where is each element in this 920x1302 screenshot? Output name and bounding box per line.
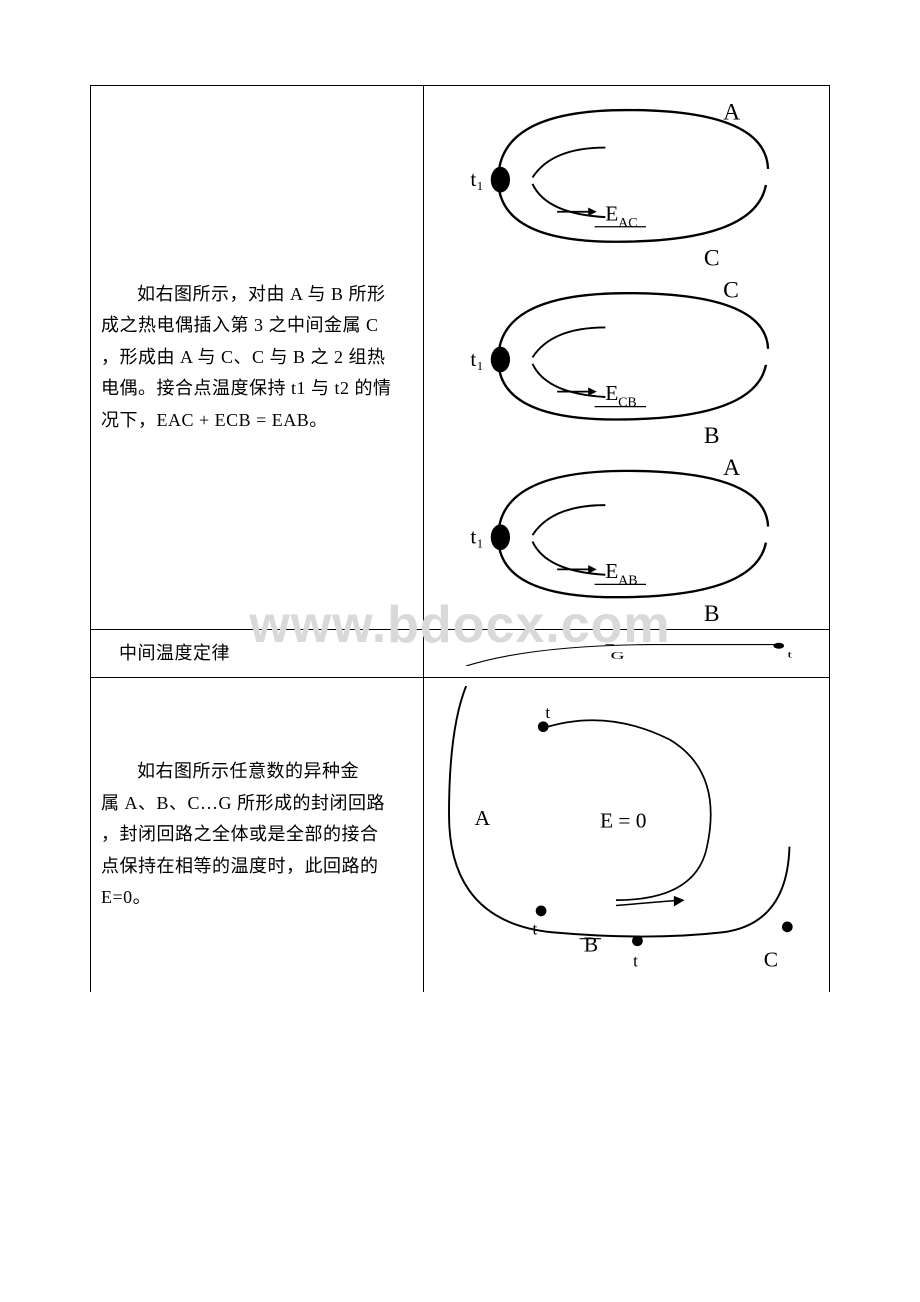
- main-table: 如右图所示，对由 A 与 B 所形 成之热电偶插入第 3 之中间金属 C ，形成…: [90, 85, 830, 992]
- emf-sub-2: CB: [618, 396, 637, 411]
- t-inner-top: t: [545, 703, 550, 722]
- row3-line5: E=0。: [101, 882, 413, 914]
- row2-title-text: 中间温度定律: [119, 643, 230, 663]
- node-a-label: A: [474, 806, 490, 830]
- t1-label-3: t₁: [470, 525, 483, 549]
- thermocouple-diagrams: E AC t₁ A C E: [434, 94, 819, 621]
- emf-sub-1: AC: [618, 216, 637, 231]
- row1-line3: ，形成由 A 与 C、C 与 B 之 2 组热: [101, 342, 413, 374]
- row-closed-loop: 如右图所示任意数的异种金 属 A、B、C…G 所形成的封闭回路 ，封闭回路之全体…: [91, 678, 830, 992]
- emf-sub-3: AB: [618, 573, 637, 588]
- row1-line2: 成之热电偶插入第 3 之中间金属 C: [101, 310, 413, 342]
- row1-line5: 况下，EAC + ECB = EAB。: [101, 405, 413, 437]
- row-title: 中间温度定律 G t: [91, 629, 830, 678]
- row3-line3: ，封闭回路之全体或是全部的接合: [101, 819, 413, 851]
- row3-line4: 点保持在相等的温度时，此回路的: [101, 851, 413, 883]
- top-label-3: A: [723, 455, 740, 481]
- row2-title-right: G t: [423, 629, 829, 678]
- t1-label-2: t₁: [470, 347, 483, 371]
- page: www.bdocx.com 如右图所示，对由 A 与 B 所形 成之热电偶插入第…: [0, 0, 920, 992]
- row3-line2: 属 A、B、C…G 所形成的封闭回路: [101, 788, 413, 820]
- emf-label-3: E: [605, 559, 618, 583]
- bot-label-2: B: [703, 423, 719, 449]
- t-bottom: t: [633, 952, 638, 971]
- row-intermediate-metal: 如右图所示，对由 A 与 B 所形 成之热电偶插入第 3 之中间金属 C ，形成…: [91, 86, 830, 630]
- row3-line1: 如右图所示任意数的异种金: [101, 756, 413, 788]
- row3-text-cell: 如右图所示任意数的异种金 属 A、B、C…G 所形成的封闭回路 ，封闭回路之全体…: [91, 678, 424, 992]
- bot-label-3: B: [703, 601, 719, 621]
- top-label-2: C: [723, 277, 739, 303]
- closed-loop-diagram: t t t A B C E = 0: [434, 686, 819, 984]
- emf-label-1: E: [605, 201, 618, 225]
- row2-svg: G t: [434, 641, 819, 666]
- node-b-label: B: [583, 933, 597, 957]
- top-label-1: A: [723, 100, 740, 126]
- t1-label-1: t₁: [470, 167, 483, 191]
- node-c-label: C: [763, 948, 777, 972]
- row1-text-cell: 如右图所示，对由 A 与 B 所形 成之热电偶插入第 3 之中间金属 C ，形成…: [91, 86, 424, 630]
- row2-title-left: 中间温度定律: [91, 629, 424, 678]
- center-e0: E = 0: [600, 809, 647, 833]
- node-g-label: G: [610, 650, 624, 662]
- row1-diagram-cell: E AC t₁ A C E: [423, 86, 829, 630]
- t-inner-bl: t: [532, 920, 537, 939]
- bot-label-1: C: [703, 245, 719, 271]
- emf-label-2: E: [605, 381, 618, 405]
- row1-line1: 如右图所示，对由 A 与 B 所形: [101, 279, 413, 311]
- row1-line4: 电偶。接合点温度保持 t1 与 t2 的情: [101, 373, 413, 405]
- row3-diagram-cell: t t t A B C E = 0: [423, 678, 829, 992]
- t-top-right: t: [787, 649, 792, 659]
